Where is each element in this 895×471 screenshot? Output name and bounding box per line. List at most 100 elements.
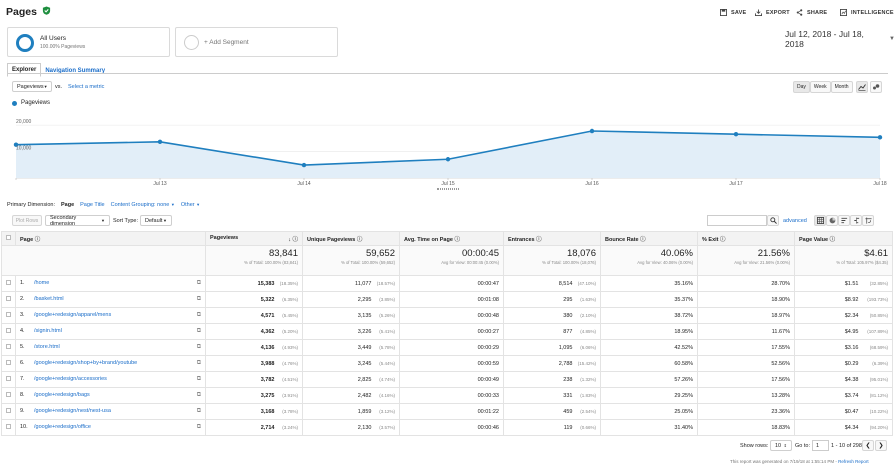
prev-page-button[interactable]: ❮ (862, 440, 874, 451)
granularity-week[interactable]: Week (809, 81, 831, 93)
row-checkbox[interactable] (6, 424, 11, 429)
dimension-page[interactable]: Page (60, 202, 75, 208)
motion-chart-toggle[interactable] (870, 81, 882, 93)
column-header-page[interactable]: Page ⓘ (15, 231, 206, 246)
external-link-icon[interactable]: ⧉ (196, 360, 201, 366)
table-row[interactable]: 4./signin.html ⧉ 4,362 (5.20%) 3,226 (5.41%… (1, 323, 893, 340)
external-link-icon[interactable]: ⧉ (196, 312, 201, 318)
external-link-icon[interactable]: ⧉ (196, 328, 201, 334)
dimension-content-grouping[interactable]: Content Grouping: none ▼ (111, 202, 175, 208)
dimension-other[interactable]: Other ▼ (181, 202, 200, 208)
chart-data-point[interactable] (445, 157, 451, 162)
page-link[interactable]: /google+redesign/bags (34, 392, 90, 398)
select-all-checkbox[interactable] (6, 235, 11, 240)
row-checkbox[interactable] (6, 328, 11, 333)
table-row[interactable]: 5./store.html ⧉ 4,136 (4.93%) 3,449 (5.78%)… (1, 339, 893, 356)
row-checkbox-cell[interactable] (1, 339, 16, 356)
external-link-icon[interactable]: ⧉ (196, 376, 201, 382)
line-chart-toggle[interactable] (856, 81, 868, 93)
view-comparison-button[interactable] (850, 215, 862, 226)
page-link[interactable]: /google+redesign/nest/nest-usa (34, 408, 111, 414)
table-row[interactable]: 7. /google+redesign/accessories ⧉ 3,782 (4.… (1, 371, 893, 388)
select-all-cell[interactable] (1, 231, 16, 246)
page-link[interactable]: /home (34, 280, 50, 286)
row-checkbox-cell[interactable] (1, 419, 16, 436)
granularity-month[interactable]: Month (830, 81, 853, 93)
row-checkbox[interactable] (6, 280, 11, 285)
view-pie-button[interactable] (826, 215, 838, 226)
chart-data-point[interactable] (301, 162, 307, 168)
tab-navigation-summary[interactable]: Navigation Summary (45, 68, 106, 74)
save-button[interactable]: SAVE (720, 9, 746, 16)
select-metric-link[interactable]: Select a metric (68, 84, 105, 90)
table-row[interactable]: 8./google+redesign/bags ⧉ 3,275 (3.91%) 2,4… (1, 387, 893, 404)
next-page-button[interactable]: ❯ (875, 440, 887, 451)
sort-type-select[interactable]: Default ▼ (140, 215, 172, 226)
chart-data-point[interactable] (733, 131, 739, 137)
row-checkbox[interactable] (6, 312, 11, 317)
add-segment-button[interactable]: + Add Segment (175, 27, 338, 57)
advanced-filter-link[interactable]: advanced (783, 218, 807, 224)
page-link[interactable]: /signin.html (34, 328, 62, 334)
table-row[interactable]: 6. /google+redesign/shop+by+brand/youtube… (1, 355, 893, 372)
page-link[interactable]: /google+redesign/office (34, 424, 91, 430)
table-row[interactable]: 1./home ⧉ 15,383 (18.35%) 11,077 (18.57%) 00… (1, 275, 893, 292)
external-link-icon[interactable]: ⧉ (196, 424, 201, 430)
row-checkbox[interactable] (6, 296, 11, 301)
metric-select[interactable]: Pageviews ▼ (12, 81, 52, 92)
table-search-button[interactable] (767, 215, 779, 226)
dimension-page-title[interactable]: Page Title (80, 202, 105, 208)
date-range-picker[interactable]: Jul 12, 2018 - Jul 18, 2018 ▼ (785, 29, 895, 49)
row-checkbox-cell[interactable] (1, 371, 16, 388)
table-search-input[interactable] (707, 215, 767, 226)
column-header-bounce-rate[interactable]: Bounce Rate ⓘ (600, 231, 698, 246)
external-link-icon[interactable]: ⧉ (196, 392, 201, 398)
refresh-report-link[interactable]: Refresh Report (838, 459, 869, 464)
chart-data-point[interactable] (877, 135, 883, 140)
chart-data-point[interactable] (589, 128, 595, 134)
column-header-page-value[interactable]: Page Value ⓘ (794, 231, 893, 246)
view-pivot-button[interactable] (862, 215, 874, 226)
row-checkbox-cell[interactable] (1, 275, 16, 292)
view-table-button[interactable] (814, 215, 826, 226)
view-performance-button[interactable] (838, 215, 850, 226)
external-link-icon[interactable]: ⧉ (196, 280, 201, 286)
goto-input[interactable]: 1 (812, 440, 829, 451)
row-checkbox-cell[interactable] (1, 403, 16, 420)
table-row[interactable]: 2./basket.html ⧉ 5,322 (6.35%) 2,295 (3.85%… (1, 291, 893, 308)
secondary-dimension-select[interactable]: Secondary dimension ▼ (45, 215, 110, 227)
row-checkbox-cell[interactable] (1, 291, 16, 308)
chart-data-point[interactable] (157, 139, 163, 145)
tab-explorer[interactable]: Explorer (7, 63, 42, 77)
row-checkbox[interactable] (6, 360, 11, 365)
table-row[interactable]: 9. /google+redesign/nest/nest-usa ⧉ 3,168 (… (1, 403, 893, 420)
intelligence-button[interactable]: INTELLIGENCE (840, 9, 894, 16)
page-link[interactable]: /basket.html (34, 296, 64, 302)
page-link[interactable]: /store.html (34, 344, 60, 350)
row-checkbox[interactable] (6, 344, 11, 349)
external-link-icon[interactable]: ⧉ (196, 408, 201, 414)
granularity-day[interactable]: Day (793, 81, 810, 93)
chart-resize-handle[interactable] (437, 188, 459, 190)
table-row[interactable]: 10. /google+redesign/office ⧉ 2,714 (3.24%)… (1, 419, 893, 436)
table-row[interactable]: 3. /google+redesign/apparel/mens ⧉ 4,571 (5… (1, 307, 893, 324)
segment-all-users[interactable]: All Users 100.00% Pageviews (7, 27, 170, 57)
share-button[interactable]: SHARE (796, 9, 827, 16)
row-checkbox-cell[interactable] (1, 307, 16, 324)
page-link[interactable]: /google+redesign/accessories (34, 376, 107, 382)
row-checkbox[interactable] (6, 392, 11, 397)
row-checkbox-cell[interactable] (1, 355, 16, 372)
row-checkbox-cell[interactable] (1, 387, 16, 404)
column-header-entrances[interactable]: Entrances ⓘ (503, 231, 601, 246)
export-button[interactable]: EXPORT (755, 9, 790, 16)
page-link[interactable]: /google+redesign/shop+by+brand/youtube (34, 360, 138, 366)
column-header-pageviews[interactable]: Pageviews ↓ ⓘ (205, 231, 303, 246)
row-checkbox[interactable] (6, 408, 11, 413)
show-rows-select[interactable]: 10 ⇕ (770, 440, 792, 451)
column-header-unique-pageviews[interactable]: Unique Pageviews ⓘ (302, 231, 400, 246)
row-checkbox-cell[interactable] (1, 323, 16, 340)
column-header-exit[interactable]: % Exit ⓘ (697, 231, 795, 246)
external-link-icon[interactable]: ⧉ (196, 296, 201, 302)
page-link[interactable]: /google+redesign/apparel/mens (34, 312, 112, 318)
external-link-icon[interactable]: ⧉ (196, 344, 201, 350)
